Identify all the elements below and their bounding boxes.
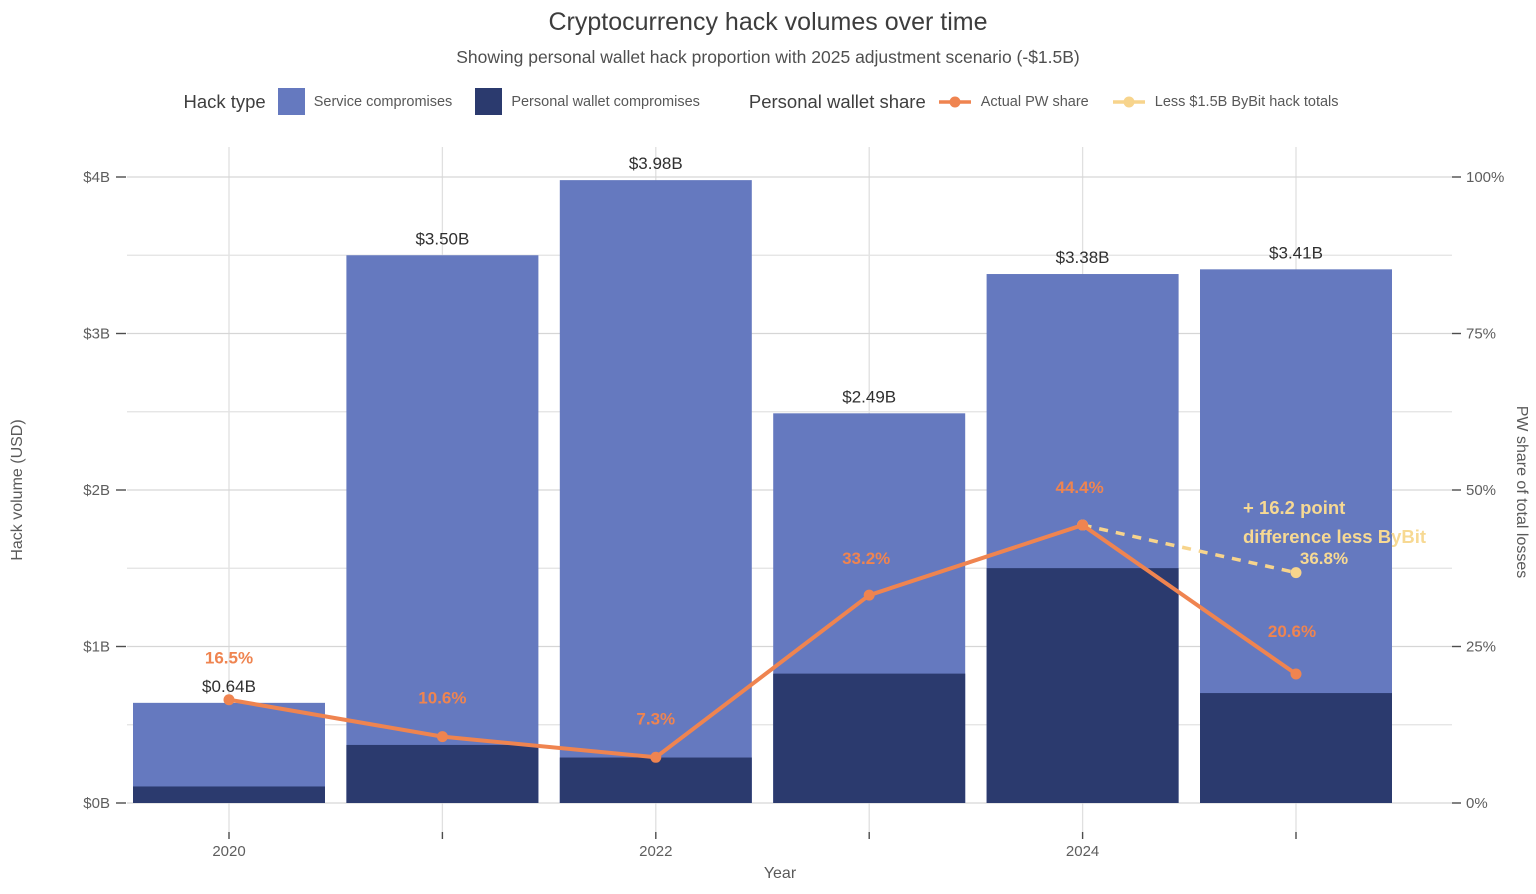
bar-personal-2021: [346, 744, 539, 803]
bar-service-2022: [559, 180, 752, 803]
actual-line-key-icon: [938, 95, 972, 109]
right-axis-title: PW share of total losses: [1513, 406, 1530, 579]
x-axis-title: Year: [764, 865, 797, 882]
right-tick-label: 25%: [1466, 639, 1496, 656]
right-tick-label: 0%: [1466, 795, 1488, 812]
legend-hack-type-title: Hack type: [183, 90, 266, 112]
annotation-line1: + 16.2 point: [1243, 497, 1345, 518]
actual-point-2024: [1077, 519, 1089, 531]
bar-service-2021: [346, 255, 539, 803]
annotation: + 16.2 point difference less ByBit: [1243, 497, 1426, 547]
pw-share-label-2025: 20.6%: [1268, 622, 1316, 641]
adjusted-share-label: 36.8%: [1300, 549, 1348, 568]
legend-service-label: Service compromises: [313, 93, 453, 110]
left-axis-title: Hack volume (USD): [9, 419, 26, 560]
actual-point-2022: [650, 751, 662, 763]
bar-personal-2024: [986, 568, 1179, 803]
actual-point-2025: [1290, 668, 1302, 680]
pw-share-label-2021: 10.6%: [418, 689, 466, 708]
right-tick-label: 100%: [1466, 169, 1504, 186]
left-tick-label: $4B: [83, 169, 110, 186]
pw-share-labels: 16.5% 10.6% 7.3% 33.2% 44.4% 20.6% 36.8%: [205, 478, 1348, 728]
legend-actual-label: Actual PW share: [980, 93, 1089, 110]
bar-personal-2022: [559, 757, 752, 803]
x-tick-label-2022: 2022: [639, 843, 672, 860]
personal-swatch-icon: [475, 88, 503, 115]
service-swatch-icon: [277, 88, 305, 115]
actual-point-2021: [436, 731, 448, 743]
bar-service-2020: [133, 702, 325, 803]
left-tick-label: $1B: [83, 639, 110, 656]
x-tick-label-2020: 2020: [212, 843, 245, 860]
left-tick-label: $3B: [83, 326, 110, 343]
bar-total-label-2024: $3.38B: [1056, 248, 1110, 267]
legend-personal-label: Personal wallet compromises: [511, 93, 700, 110]
x-axis: 2020 2022 2024 Year: [212, 832, 1297, 882]
bar-total-label-2025: $3.41B: [1269, 243, 1323, 262]
bar-total-label-2021: $3.50B: [415, 229, 469, 248]
left-tick-label: $2B: [83, 482, 110, 499]
right-tick-label: 75%: [1466, 326, 1496, 343]
actual-point-2023: [863, 589, 875, 601]
left-tick-label: $0B: [83, 795, 110, 812]
actual-line: [223, 519, 1302, 763]
right-tick-label: 50%: [1466, 482, 1496, 499]
left-axis: $0B $1B $2B $3B $4B Hack volume (USD): [9, 169, 126, 812]
bar-personal-2023: [773, 673, 966, 803]
pw-share-label-2024: 44.4%: [1055, 478, 1103, 497]
pw-share-label-2020: 16.5%: [205, 649, 253, 668]
x-tick-label-2024: 2024: [1066, 843, 1099, 860]
chart-title: Cryptocurrency hack volumes over time: [548, 8, 988, 36]
bar-total-labels: $0.64B $3.50B $3.98B $2.49B $3.38B $3.41B: [202, 154, 1323, 696]
actual-point-2020: [223, 694, 235, 706]
bar-personal-2025: [1200, 693, 1392, 803]
annotation-line2: difference less ByBit: [1243, 526, 1426, 547]
bar-total-label-2022: $3.98B: [629, 154, 683, 173]
legend-pw-share-title: Personal wallet share: [748, 90, 926, 112]
right-axis: 0% 25% 50% 75% 100% PW share of total losses: [1452, 169, 1530, 812]
legend-adjusted-label: Less $1.5B ByBit hack totals: [1154, 93, 1339, 110]
bar-personal-2020: [133, 786, 325, 803]
chart-subtitle: Showing personal wallet hack proportion …: [456, 47, 1080, 67]
adjusted-line-key-icon: [1112, 95, 1146, 109]
bar-total-label-2023: $2.49B: [842, 387, 896, 406]
adjusted-point-2025: [1290, 567, 1302, 579]
pw-share-label-2022: 7.3%: [636, 709, 675, 728]
pw-share-label-2023: 33.2%: [842, 549, 890, 568]
bar-total-label-2020: $0.64B: [202, 677, 256, 696]
bars-group: [133, 180, 1392, 804]
legend: Hack type Service compromises Personal w…: [0, 88, 1536, 115]
